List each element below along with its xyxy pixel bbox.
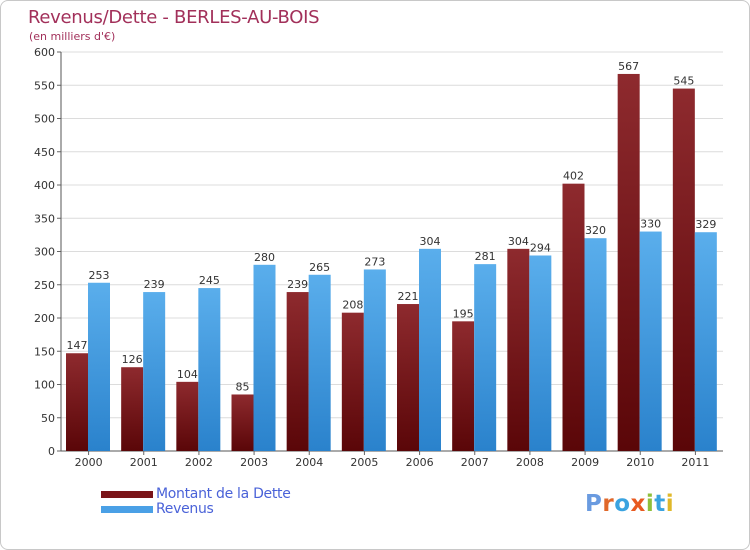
data-label-revenue: 265	[309, 261, 330, 274]
x-tick-label: 2008	[516, 456, 544, 469]
bar-debt	[397, 304, 419, 451]
logo-letter: i	[645, 491, 655, 517]
y-tick-label: 450	[34, 146, 55, 159]
bar-revenue	[529, 255, 552, 451]
y-tick-label: 500	[34, 113, 55, 126]
x-tick-label: 2006	[406, 456, 434, 469]
data-label-debt: 239	[287, 278, 308, 291]
bar-debt	[66, 353, 88, 451]
x-tick-label: 2010	[626, 456, 654, 469]
data-label-revenue: 329	[695, 218, 716, 231]
bar-debt	[121, 367, 144, 451]
x-tick-label: 2007	[461, 456, 489, 469]
logo-letter: x	[630, 491, 646, 517]
bar-revenue	[308, 274, 331, 451]
data-label-debt: 85	[236, 380, 250, 393]
proxiti-logo: Proxiti	[585, 491, 674, 517]
bar-debt	[562, 183, 585, 452]
legend-swatch-debt	[101, 491, 153, 498]
bar-debt	[617, 73, 640, 451]
bar-revenue	[88, 282, 110, 451]
data-label-debt: 402	[563, 170, 584, 183]
bar-debt	[231, 394, 254, 451]
x-tick-label: 2005	[350, 456, 378, 469]
y-tick-label: 250	[34, 279, 55, 292]
bar-revenue	[694, 232, 717, 451]
y-tick-label: 300	[34, 246, 55, 259]
y-tick-label: 550	[34, 79, 55, 92]
x-tick-label: 2001	[130, 456, 158, 469]
data-label-debt: 304	[508, 235, 529, 248]
x-tick-label: 2004	[295, 456, 323, 469]
bar-revenue	[253, 264, 276, 451]
bar-revenue	[363, 269, 386, 451]
y-tick-label: 200	[34, 312, 55, 325]
x-tick-label: 2011	[681, 456, 709, 469]
legend-label-debt: Montant de la Dette	[156, 486, 291, 502]
bar-revenue	[639, 231, 662, 451]
y-tick-label: 50	[41, 412, 55, 425]
x-tick-label: 2000	[75, 456, 103, 469]
data-label-revenue: 320	[585, 224, 606, 237]
data-label-revenue: 273	[364, 255, 385, 268]
data-label-revenue: 253	[89, 269, 110, 282]
data-label-revenue: 281	[475, 250, 496, 263]
logo-letter: r	[602, 491, 615, 517]
data-label-revenue: 304	[420, 235, 441, 248]
data-label-debt: 567	[618, 60, 639, 73]
bar-revenue	[474, 264, 497, 451]
data-label-debt: 208	[342, 299, 363, 312]
bar-revenue	[198, 288, 221, 451]
y-tick-label: 400	[34, 179, 55, 192]
bar-revenue	[419, 248, 441, 451]
data-label-revenue: 330	[640, 218, 661, 231]
logo-letter: t	[654, 491, 666, 517]
data-label-revenue: 294	[530, 241, 551, 254]
data-label-debt: 126	[122, 353, 143, 366]
data-label-debt: 104	[177, 368, 198, 381]
bar-debt	[176, 381, 199, 451]
bar-debt	[286, 292, 309, 451]
x-tick-label: 2002	[185, 456, 213, 469]
y-tick-label: 0	[48, 445, 55, 458]
data-label-debt: 147	[67, 339, 88, 352]
legend-swatch-revenue	[101, 506, 153, 513]
chart-subtitle: (en milliers d'€)	[29, 30, 116, 43]
data-label-debt: 195	[453, 307, 474, 320]
chart-title: Revenus/Dette - BERLES-AU-BOIS	[28, 7, 320, 28]
data-label-debt: 221	[398, 290, 419, 303]
logo-letter: P	[585, 491, 603, 517]
data-label-revenue: 239	[144, 278, 165, 291]
bar-debt	[341, 312, 364, 451]
data-label-debt: 545	[673, 75, 694, 88]
y-tick-label: 350	[34, 212, 55, 225]
legend-label-revenue: Revenus	[156, 501, 214, 517]
data-label-revenue: 245	[199, 274, 220, 287]
bar-debt	[672, 88, 695, 451]
logo-letter: o	[614, 491, 631, 517]
x-tick-label: 2003	[240, 456, 268, 469]
x-tick-label: 2009	[571, 456, 599, 469]
y-tick-label: 600	[34, 46, 55, 59]
data-label-revenue: 280	[254, 251, 275, 264]
bar-revenue	[584, 238, 607, 451]
y-tick-label: 150	[34, 345, 55, 358]
y-tick-label: 100	[34, 379, 55, 392]
bar-revenue	[143, 292, 166, 451]
bar-debt	[507, 248, 530, 451]
logo-letter: i	[665, 491, 675, 517]
bar-debt	[452, 321, 475, 451]
